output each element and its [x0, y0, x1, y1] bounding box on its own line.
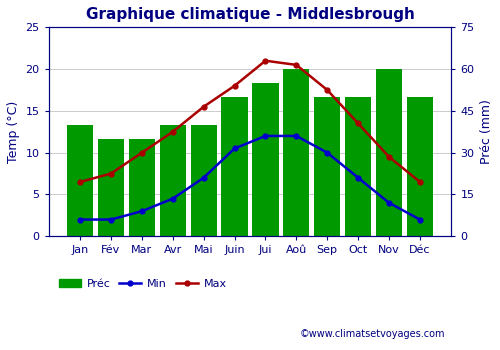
- Bar: [283, 69, 310, 236]
- Y-axis label: Préc (mm): Préc (mm): [480, 99, 493, 164]
- Text: ©www.climatsetvoyages.com: ©www.climatsetvoyages.com: [300, 329, 446, 339]
- Max: [386, 155, 392, 159]
- Min: [200, 176, 206, 180]
- Max: [417, 180, 423, 184]
- Legend: Préc, Min, Max: Préc, Min, Max: [54, 274, 231, 293]
- Max: [139, 150, 145, 155]
- Min: [386, 201, 392, 205]
- Bar: [98, 139, 124, 236]
- Max: [200, 105, 206, 109]
- Line: Min: Min: [78, 133, 422, 222]
- Min: [324, 150, 330, 155]
- Max: [324, 88, 330, 92]
- Min: [170, 197, 176, 201]
- Max: [232, 84, 237, 88]
- Min: [417, 217, 423, 222]
- Bar: [67, 125, 93, 236]
- Bar: [252, 83, 278, 236]
- Bar: [160, 125, 186, 236]
- Max: [170, 130, 176, 134]
- Bar: [407, 97, 433, 236]
- Max: [77, 180, 83, 184]
- Min: [139, 209, 145, 213]
- Bar: [128, 139, 155, 236]
- Bar: [345, 97, 372, 236]
- Max: [262, 58, 268, 63]
- Max: [294, 63, 300, 67]
- Max: [108, 172, 114, 176]
- Bar: [376, 69, 402, 236]
- Title: Graphique climatique - Middlesbrough: Graphique climatique - Middlesbrough: [86, 7, 414, 22]
- Min: [108, 217, 114, 222]
- Max: [355, 121, 361, 126]
- Bar: [314, 97, 340, 236]
- Y-axis label: Temp (°C): Temp (°C): [7, 101, 20, 163]
- Min: [232, 146, 237, 150]
- Bar: [190, 125, 217, 236]
- Bar: [222, 97, 248, 236]
- Min: [294, 134, 300, 138]
- Min: [262, 134, 268, 138]
- Line: Max: Max: [78, 58, 422, 184]
- Min: [355, 176, 361, 180]
- Min: [77, 217, 83, 222]
